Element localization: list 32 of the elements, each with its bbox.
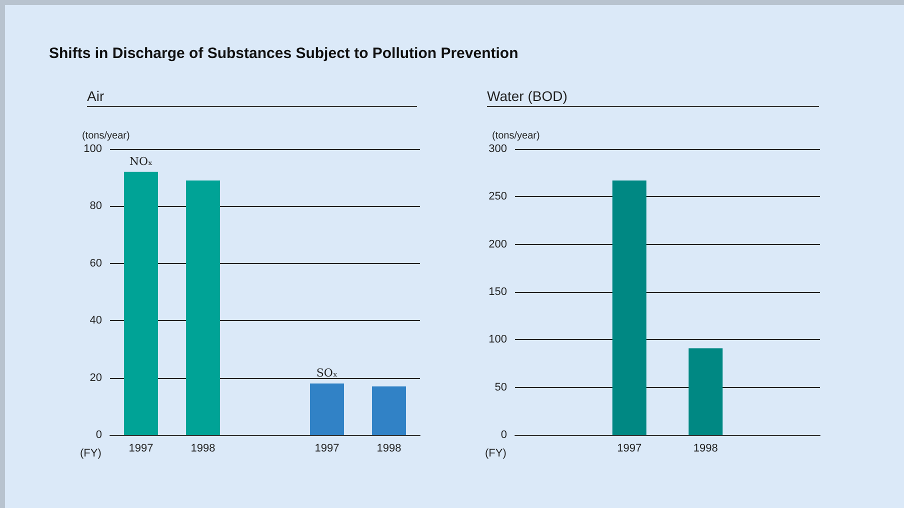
series-label: SOₓ	[316, 366, 338, 380]
x-axis-title: (FY)	[80, 448, 102, 460]
series-label: NOₓ	[129, 154, 153, 168]
y-tick-label: 40	[90, 314, 102, 327]
x-axis-title: (FY)	[485, 448, 506, 460]
bar	[372, 386, 406, 435]
x-tick-label: 1997	[128, 442, 154, 454]
y-tick-label: 300	[488, 143, 507, 155]
y-tick-label: 250	[488, 190, 507, 203]
x-tick-label: 1998	[693, 442, 718, 454]
y-tick-label: 50	[494, 381, 507, 394]
y-tick-label: 150	[488, 286, 507, 298]
y-tick-label: 100	[488, 334, 507, 346]
y-tick-label: 0	[500, 429, 507, 441]
bar	[124, 172, 158, 435]
x-tick-label: 1997	[617, 442, 642, 454]
x-tick-label: 1998	[376, 442, 402, 454]
y-tick-label: 100	[84, 143, 102, 155]
y-tick-label: 0	[96, 429, 102, 441]
bar	[186, 180, 220, 435]
chart-subtitle: Air	[87, 88, 417, 107]
y-tick-label: 200	[488, 238, 507, 250]
chart-title: Shifts in Discharge of Substances Subject to Pollution Prevention	[49, 45, 518, 62]
y-axis-title: (tons/year)	[492, 130, 540, 142]
y-tick-label: 60	[90, 257, 102, 270]
y-axis-title: (tons/year)	[82, 130, 130, 142]
x-tick-label: 1998	[190, 442, 216, 454]
y-tick-label: 80	[90, 200, 102, 212]
chart-title: Water (BOD)	[487, 88, 819, 107]
x-tick-label: 1997	[314, 442, 340, 454]
y-tick-label: 20	[90, 372, 102, 384]
bar	[310, 384, 344, 435]
